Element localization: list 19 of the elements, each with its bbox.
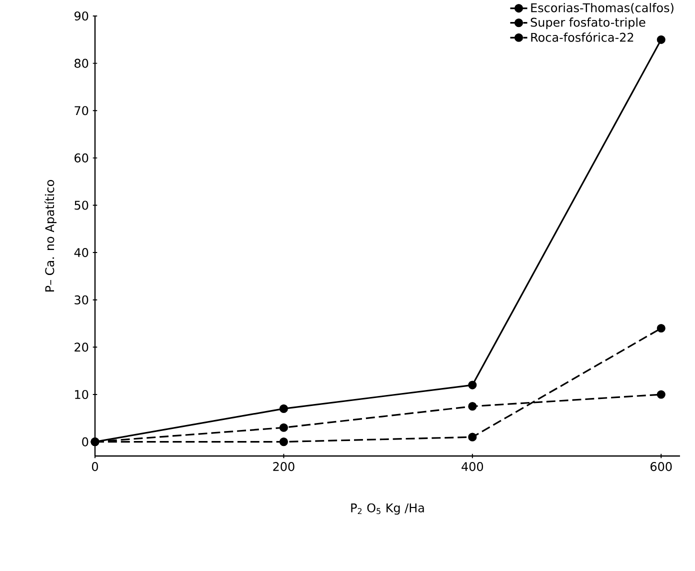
x-tick-label: 600 [650, 462, 672, 472]
x-tick-label: 200 [273, 462, 294, 472]
x-tick-label: 0 [92, 462, 98, 472]
legend-label: Roca-fosfórica-22 [531, 32, 634, 42]
legend-label: Super fosfato-triple [530, 18, 646, 30]
x-axis-title: P$_{2}$ O$_{5}$ Kg /Ha [351, 503, 424, 515]
x-tick-label: 400 [462, 462, 484, 472]
y-tick-label: 40 [74, 248, 88, 258]
y-tick-label: 20 [74, 342, 88, 352]
y-axis-title: P– Ca. no Apatítico [44, 180, 56, 292]
y-tick-label: 0 [82, 437, 88, 446]
y-tick-label: 80 [74, 58, 88, 68]
y-tick-label: 70 [74, 106, 88, 116]
y-tick-label: 30 [74, 295, 88, 304]
y-tick-label: 90 [74, 11, 88, 21]
y-tick-label: 60 [74, 153, 88, 162]
legend-label: Escorias-Thomas(calfos) [531, 2, 674, 14]
y-tick-label: 50 [74, 200, 88, 210]
y-tick-label: 10 [75, 390, 88, 400]
